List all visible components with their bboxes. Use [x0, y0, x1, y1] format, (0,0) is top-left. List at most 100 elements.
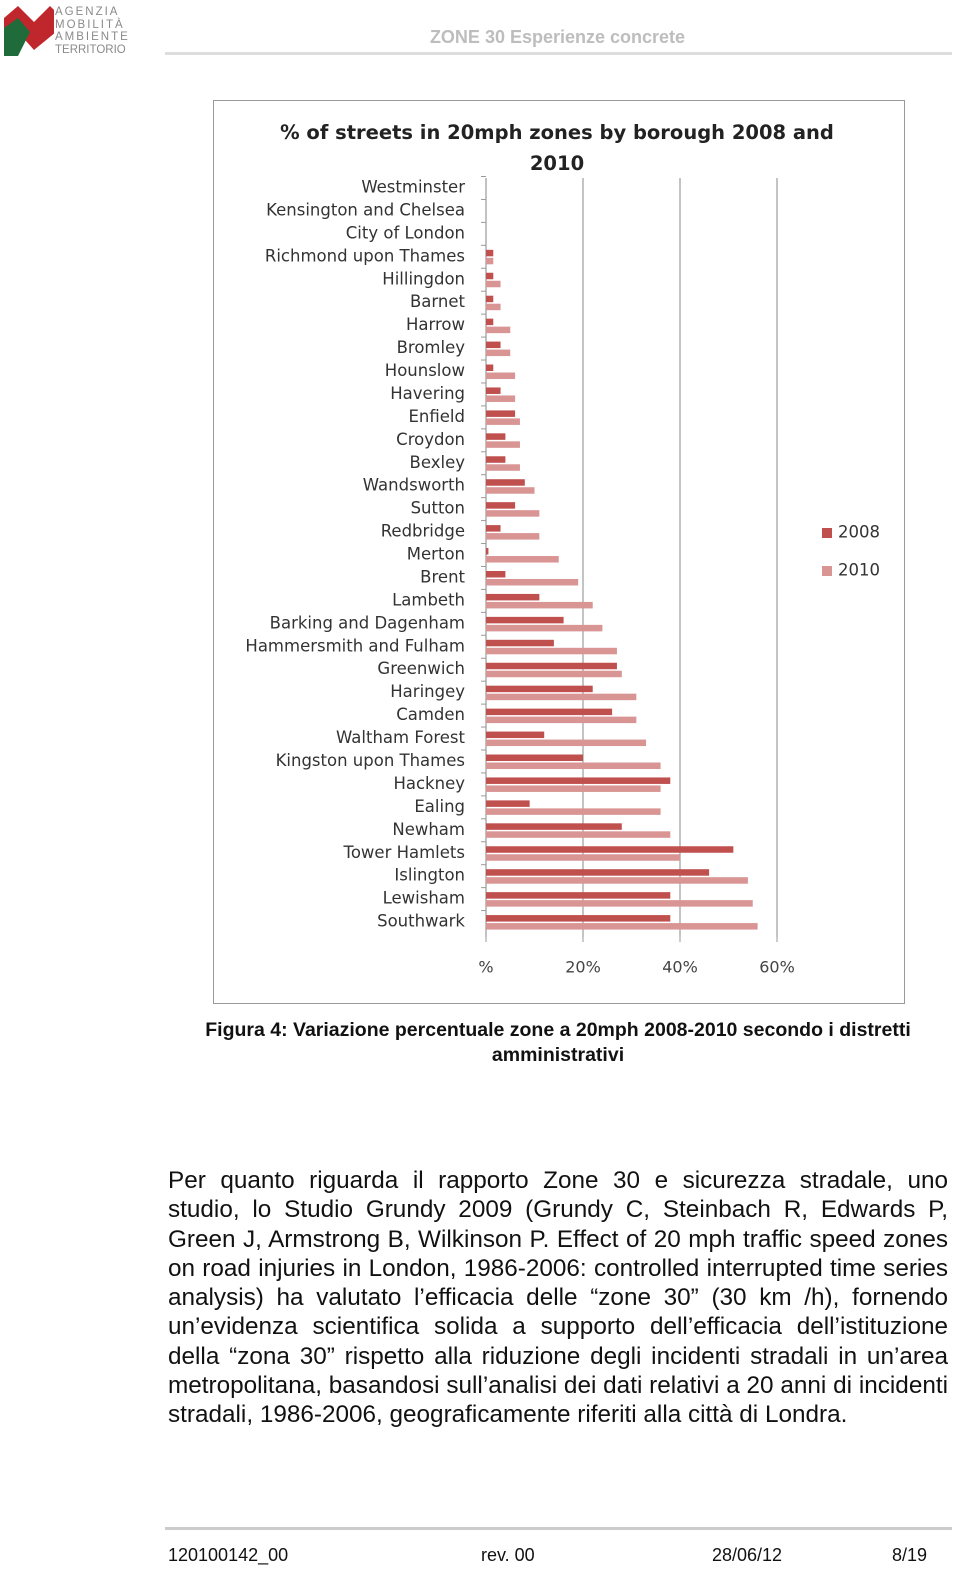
y-tick-label: Kensington and Chelsea	[266, 200, 465, 219]
y-tick-label: Richmond upon Thames	[265, 246, 465, 265]
bar	[486, 464, 520, 471]
bar	[486, 556, 559, 563]
bar	[486, 456, 506, 463]
y-tick-label: Harrow	[406, 315, 465, 334]
bar	[486, 708, 613, 716]
bar	[486, 662, 617, 670]
bar	[486, 387, 501, 394]
x-tick-label: 20%	[565, 958, 601, 977]
bar	[486, 272, 494, 280]
bar	[486, 570, 506, 578]
bar	[486, 846, 734, 853]
bar	[486, 533, 540, 540]
bar	[486, 395, 516, 402]
bar	[486, 831, 671, 838]
chart-frame	[213, 100, 905, 1004]
bar	[486, 548, 489, 555]
body-text: Per quanto riguarda il rapporto Zone 30 …	[168, 1167, 948, 1429]
y-tick-label: Greenwich	[377, 659, 465, 678]
y-tick-label: Lewisham	[383, 889, 465, 908]
y-tick-label: Islington	[394, 866, 465, 885]
logo-mark	[4, 6, 54, 56]
y-tick-label: Croydon	[396, 430, 465, 449]
header-rule	[165, 52, 952, 55]
bar	[486, 487, 535, 494]
bar	[486, 739, 647, 747]
bar	[486, 318, 494, 326]
bar	[486, 685, 593, 693]
bar	[486, 716, 637, 724]
bar	[486, 754, 583, 761]
legend-swatch	[822, 566, 832, 576]
y-tick-label: Westminster	[361, 178, 465, 197]
bar	[486, 372, 516, 380]
y-tick-label: Barking and Dagenham	[270, 613, 465, 632]
x-tick-label: 40%	[662, 958, 698, 977]
bar	[486, 731, 545, 739]
bar	[486, 854, 680, 861]
bar	[486, 433, 506, 440]
bar	[486, 593, 540, 601]
footer-rule	[165, 1527, 952, 1530]
bar	[486, 349, 511, 357]
bar	[486, 578, 579, 586]
x-tick-label: %	[478, 958, 493, 977]
y-tick-label: Lambeth	[392, 590, 465, 609]
y-tick-label: Brent	[420, 567, 465, 586]
bar	[486, 364, 494, 372]
bar	[486, 257, 494, 265]
bar	[486, 303, 501, 311]
bar	[486, 808, 661, 815]
y-tick-label: Hillingdon	[382, 269, 465, 288]
y-tick-label: Bromley	[397, 338, 466, 357]
bar	[486, 639, 554, 647]
bar	[486, 341, 501, 349]
y-tick-label: Hounslow	[385, 361, 465, 380]
y-tick-label: Camden	[396, 705, 465, 724]
y-tick-label: Enfield	[409, 407, 466, 426]
bar	[486, 510, 540, 517]
logo-text: TERRITORIO	[55, 43, 126, 56]
footer-doc: 120100142_00	[168, 1545, 289, 1565]
legend-label: 2010	[838, 561, 880, 580]
bar	[486, 915, 671, 922]
bar	[486, 441, 520, 448]
bar	[486, 777, 671, 784]
logo-text: MOBILITÀ	[55, 18, 125, 31]
footer-rev: rev. 00	[481, 1545, 535, 1565]
y-tick-label: Southwark	[377, 912, 465, 931]
bar	[486, 923, 758, 930]
header-title: ZONE 30 Esperienze concrete	[429, 27, 686, 47]
y-tick-label: Havering	[390, 384, 465, 403]
bar	[486, 249, 494, 257]
y-tick-label: Sutton	[411, 499, 465, 518]
footer-page: 8/19	[892, 1545, 928, 1565]
caption: Figura 4: Variazione percentuale zone a …	[205, 1019, 911, 1066]
bar	[486, 601, 593, 609]
y-tick-label: Merton	[407, 545, 465, 564]
bar	[486, 479, 525, 486]
bar	[486, 624, 603, 632]
y-tick-label: City of London	[346, 223, 465, 242]
bar	[486, 616, 564, 624]
bar	[486, 410, 516, 417]
bar	[486, 670, 622, 678]
logo-text: AGENZIA	[55, 6, 120, 18]
bar	[486, 800, 530, 807]
x-tick-label: 60%	[759, 958, 795, 977]
bar	[486, 877, 748, 884]
y-tick-label: Haringey	[390, 682, 465, 701]
y-tick-label: Hackney	[393, 774, 465, 793]
y-tick-label: Bexley	[410, 453, 466, 472]
bar	[486, 693, 637, 701]
bar	[486, 900, 753, 907]
bar	[486, 823, 622, 830]
bar	[486, 502, 516, 509]
bar	[486, 295, 494, 303]
bar	[486, 280, 501, 288]
y-tick-label: Tower Hamlets	[343, 843, 465, 862]
footer-date: 28/06/12	[712, 1545, 783, 1565]
y-tick-label: Waltham Forest	[336, 728, 465, 747]
chart-title: % of streets in 20mph zones by borough 2…	[280, 121, 834, 175]
